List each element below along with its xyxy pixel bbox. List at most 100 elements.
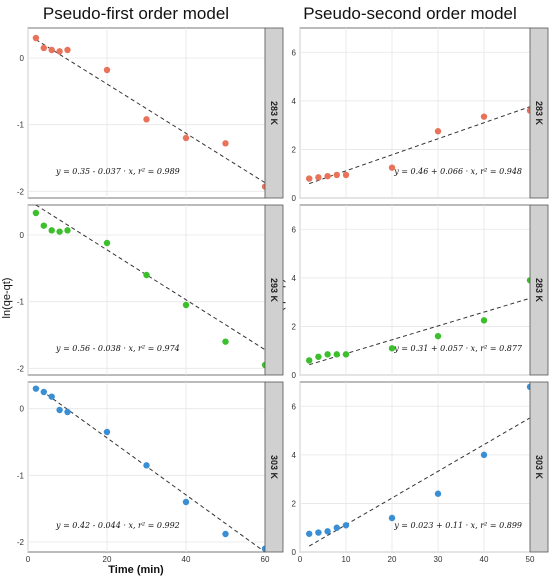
data-point	[388, 164, 396, 171]
x-tick-label: 0	[26, 555, 31, 564]
regression-equation: y = 0.31 + 0.057 · x, r² = 0.877	[393, 344, 523, 353]
plot-area	[299, 381, 531, 553]
data-point	[40, 44, 47, 52]
plot-area	[299, 27, 531, 199]
data-point	[342, 351, 350, 358]
panel-pso-303: 0 2 4 6 0 10 20 30 40 50 y = 0.023 + 0.11 · x, r² …	[292, 381, 549, 564]
fit-line	[35, 39, 266, 184]
facet-strip-label: 283 K	[269, 101, 279, 126]
panel-pfo-293: 0 -1 -2 y = 0.56 - 0.038 · x, r² = 0.974 293…	[17, 204, 284, 376]
facet-strip	[264, 204, 284, 376]
y-tick-label: 6	[292, 225, 297, 234]
y-tick-label: -2	[17, 538, 25, 547]
facet-strip	[529, 27, 549, 199]
data-point	[182, 498, 190, 506]
data-point	[48, 393, 55, 400]
data-point	[64, 227, 71, 234]
data-point	[480, 451, 488, 459]
left-y-axis-label: ln(qe-qt)	[1, 278, 13, 319]
data-point	[48, 46, 55, 54]
data-point	[103, 428, 111, 436]
data-point	[333, 171, 340, 179]
fit-line	[35, 204, 266, 351]
data-point	[40, 222, 47, 229]
data-point	[342, 171, 350, 179]
y-tick-label: 0	[292, 548, 297, 557]
regression-equation: y = 0.023 + 0.11 · x, r² = 0.899	[393, 521, 522, 530]
regression-equation: y = 0.35 - 0.037 · x, r² = 0.989	[55, 167, 180, 176]
data-point	[342, 522, 350, 529]
y-tick-label: 4	[292, 274, 297, 283]
right-column-title: Pseudo-second order model	[303, 4, 517, 23]
panel-pfo-283: 0 -1 -2 y = 0.35 - 0.037 · x, r² = 0.989 283…	[17, 27, 284, 199]
y-tick-label: 6	[292, 402, 297, 411]
x-tick-label: 20	[103, 555, 112, 564]
data-point	[56, 406, 63, 414]
data-point	[56, 48, 63, 55]
data-point	[306, 175, 313, 182]
data-point	[32, 209, 40, 217]
data-point	[32, 34, 40, 42]
data-point	[434, 128, 442, 135]
x-tick-label: 20	[388, 555, 397, 564]
facet-strip-label: 283 K	[534, 101, 544, 126]
y-tick-label: -2	[17, 364, 25, 373]
data-point	[48, 227, 55, 234]
data-point	[315, 353, 322, 360]
x-tick-label: 10	[342, 555, 351, 564]
data-point	[182, 134, 190, 142]
regression-equation: y = 0.46 + 0.066 · x, r² = 0.948	[393, 167, 522, 176]
data-point	[103, 239, 111, 247]
data-point	[56, 228, 63, 235]
data-point	[388, 345, 396, 352]
data-point	[222, 140, 229, 147]
x-tick-label: 30	[434, 555, 443, 564]
facet-strip	[529, 381, 549, 553]
data-point	[306, 530, 313, 537]
data-point	[324, 172, 331, 180]
data-point	[64, 408, 71, 416]
data-point	[434, 332, 442, 340]
y-tick-label: -1	[17, 471, 25, 480]
data-point	[315, 174, 322, 181]
data-point	[480, 113, 488, 120]
data-point	[333, 351, 340, 358]
y-tick-label: 2	[292, 145, 297, 154]
facet-strip	[264, 27, 284, 199]
data-point	[103, 66, 111, 74]
x-tick-label: 60	[261, 555, 270, 564]
facet-strip-label: 303 K	[269, 455, 279, 480]
data-point	[222, 338, 229, 345]
x-axis-label: Time (min)	[108, 564, 164, 576]
fit-line	[309, 106, 531, 185]
data-point	[333, 524, 340, 531]
data-point	[64, 46, 71, 54]
plot-area	[299, 204, 531, 376]
y-tick-label: 2	[292, 322, 297, 331]
data-point	[40, 388, 47, 396]
facet-strip-label: 293 K	[269, 278, 279, 303]
y-tick-label: -2	[17, 187, 25, 196]
data-point	[143, 271, 150, 279]
y-tick-label: 6	[292, 48, 297, 57]
panel-pso-293: 0 2 4 6 y = 0.31 + 0.057 · x, r² = 0.877 283 …	[292, 204, 549, 380]
data-point	[32, 385, 40, 392]
regression-equation: y = 0.42 - 0.044 · x, r² = 0.992	[55, 521, 180, 530]
y-tick-label: 0	[292, 371, 297, 380]
x-tick-label: 40	[182, 555, 191, 564]
data-point	[143, 116, 150, 123]
facet-strip	[264, 381, 284, 553]
data-point	[324, 528, 331, 535]
facet-strip-label: 303 K	[534, 455, 544, 480]
y-tick-label: 4	[292, 451, 297, 460]
data-point	[324, 351, 331, 358]
data-point	[306, 357, 313, 364]
data-point	[222, 530, 229, 538]
y-tick-label: -1	[17, 121, 25, 130]
data-point	[315, 529, 322, 536]
y-tick-label: 4	[292, 97, 297, 106]
data-point	[388, 514, 396, 522]
data-point	[480, 317, 488, 324]
data-point	[143, 462, 150, 469]
